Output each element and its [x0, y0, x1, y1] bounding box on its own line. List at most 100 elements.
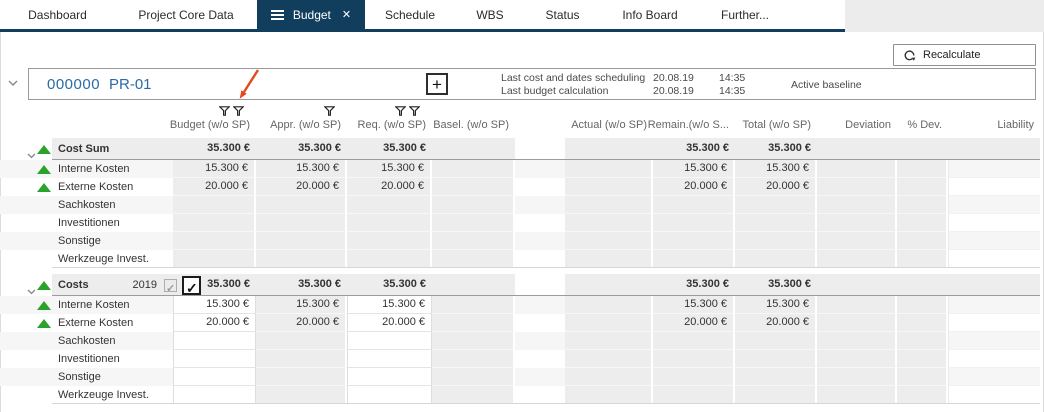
cell-req[interactable]: [347, 332, 432, 350]
column-gap: [515, 138, 565, 160]
cell-remain: 35.300 €: [653, 274, 735, 296]
table-row: Investitionen: [0, 350, 1040, 368]
filter-funnel-icon[interactable]: [323, 106, 336, 117]
tab-project-core-data[interactable]: Project Core Data: [115, 0, 257, 29]
row-controls: [0, 196, 52, 214]
cell-remain: [653, 332, 735, 350]
budget-section: Costs201935.300 €35.300 €35.300 €35.300 …: [0, 274, 1040, 404]
refresh-icon: [904, 49, 916, 61]
header-spacer: [0, 104, 52, 134]
row-controls: [0, 232, 52, 250]
column-header-label: Total (w/o SP): [742, 119, 811, 131]
cell-basel: [432, 350, 515, 368]
cell-budget[interactable]: 15.300 €: [173, 296, 256, 314]
table-row: Interne Kosten 15.300 €15.300 €15.300 €15…: [0, 160, 1040, 178]
tab-label: Project Core Data: [138, 7, 234, 22]
cell-pdev: [897, 296, 948, 314]
project-expander chevron-down-icon[interactable]: [8, 80, 18, 87]
tab-wbs[interactable]: WBS: [455, 0, 525, 29]
filter-funnel-icon[interactable]: [218, 106, 231, 117]
column-header-actual[interactable]: Actual (w/o SP): [565, 104, 653, 134]
close-icon[interactable]: ✕: [341, 9, 352, 21]
cell-req[interactable]: [347, 368, 432, 386]
cell-budget[interactable]: [173, 386, 256, 404]
cell-liability: [948, 350, 1040, 368]
add-button[interactable]: +: [426, 73, 448, 95]
info-label: Last budget calculation: [501, 85, 609, 97]
chevron-down-icon[interactable]: [27, 282, 36, 303]
cell-actual: [565, 196, 653, 214]
cell-basel: [432, 368, 515, 386]
tab-schedule[interactable]: Schedule: [365, 0, 455, 29]
tab-further[interactable]: Further...: [700, 0, 790, 29]
table-row: Externe Kosten 20.000 €20.000 €20.000 €20…: [0, 314, 1040, 332]
cell-budget: [173, 196, 256, 214]
cell-deviation: [817, 332, 897, 350]
column-header-pdev[interactable]: % Dev.: [897, 104, 948, 134]
filter-funnel-icon[interactable]: [394, 106, 407, 117]
cell-actual: [565, 274, 653, 296]
row-label: Werkzeuge Invest.: [58, 252, 149, 265]
cell-budget[interactable]: 20.000 €: [173, 314, 256, 332]
cell-total: 35.300 €: [735, 138, 817, 160]
cell-basel: [432, 314, 515, 332]
column-header-liability[interactable]: Liability: [948, 104, 1040, 134]
column-header-total[interactable]: Total (w/o SP): [735, 104, 817, 134]
cell-appr: [256, 332, 347, 350]
cell-basel: [432, 296, 515, 314]
cell-req[interactable]: [347, 386, 432, 404]
tab-info-board[interactable]: Info Board: [600, 0, 700, 29]
project-code[interactable]: PR-01: [109, 76, 152, 93]
column-gap: [515, 196, 565, 214]
column-header-remain[interactable]: Remain.(w/o S...: [648, 104, 735, 134]
hamburger-icon: [270, 9, 284, 20]
cell-req[interactable]: 20.000 €: [347, 314, 432, 332]
cell-basel: [432, 214, 515, 232]
row-label-cell: Interne Kosten: [52, 296, 173, 314]
cell-budget[interactable]: [173, 332, 256, 350]
cell-actual: [565, 368, 653, 386]
filter-funnel-icon[interactable]: [232, 106, 245, 117]
cell-budget: [173, 250, 256, 268]
cell-remain: [653, 196, 735, 214]
cell-actual: [565, 332, 653, 350]
chevron-down-icon[interactable]: [27, 146, 36, 167]
column-header-appr[interactable]: Appr. (w/o SP): [256, 104, 347, 134]
cell-actual: [565, 296, 653, 314]
green-up-triangle-icon: [37, 145, 51, 154]
column-header-budget[interactable]: Budget (w/o SP): [170, 104, 256, 134]
tab-budget[interactable]: Budget ✕: [257, 0, 365, 29]
cell-req[interactable]: [347, 350, 432, 368]
cell-req[interactable]: 15.300 €: [347, 296, 432, 314]
cell-budget[interactable]: [173, 368, 256, 386]
cell-pdev: [897, 350, 948, 368]
cell-pdev: [897, 160, 948, 178]
column-gap: [515, 274, 565, 296]
cell-pdev: [897, 314, 948, 332]
recalculate-button[interactable]: Recalculate: [893, 44, 1036, 66]
tab-status[interactable]: Status: [525, 0, 600, 29]
cell-basel: [432, 196, 515, 214]
filter-funnel-icon[interactable]: [408, 106, 421, 117]
tab-label: Budget: [292, 7, 331, 22]
section-header-row: Costs201935.300 €35.300 €35.300 €35.300 …: [0, 274, 1040, 300]
cell-basel: [432, 250, 515, 268]
cell-remain: [653, 368, 735, 386]
column-gap: [515, 332, 565, 350]
row-controls: [0, 332, 52, 350]
cell-appr: 20.000 €: [256, 178, 347, 196]
cell-deviation: [817, 214, 897, 232]
cell-budget[interactable]: [173, 350, 256, 368]
year-checkbox[interactable]: [182, 275, 201, 299]
project-number[interactable]: 000000: [47, 76, 101, 93]
column-header-basel[interactable]: Basel. (w/o SP): [432, 104, 515, 134]
cell-deviation: [817, 178, 897, 196]
tab-label: Schedule: [384, 7, 436, 22]
cell-deviation: [817, 386, 897, 404]
tab-dashboard[interactable]: Dashboard: [0, 0, 115, 29]
table-row: Sachkosten: [0, 332, 1040, 350]
tab-label: Further...: [720, 7, 770, 22]
column-header-req[interactable]: Req. (w/o SP): [347, 104, 432, 134]
column-header-deviation[interactable]: Deviation: [817, 104, 897, 134]
